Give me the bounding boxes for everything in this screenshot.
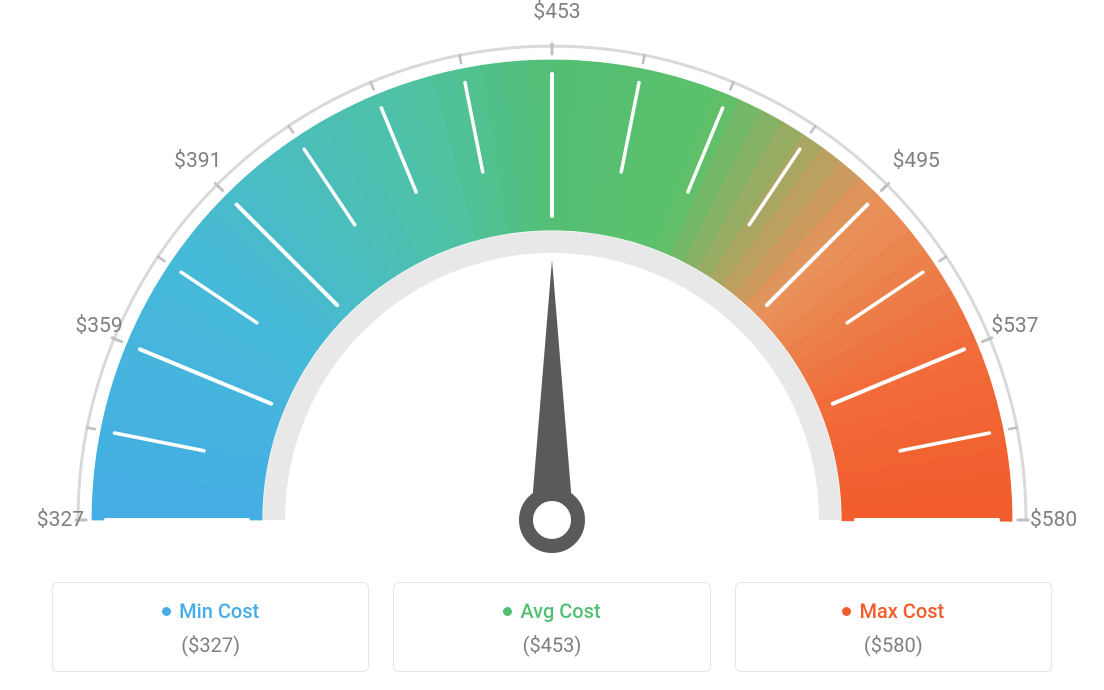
legend-max: Max Cost ($580) [735,582,1052,672]
legend-min-dot [162,607,171,616]
legend-min-value: ($327) [63,633,358,657]
gauge-tick-label: $327 [14,508,84,532]
legend-min-title: Min Cost [162,599,259,623]
legend-avg-value: ($453) [404,633,699,657]
gauge-tick-label: $495 [881,149,951,173]
gauge-tick-label: $359 [53,314,123,338]
legend-avg-dot [503,607,512,616]
legend-max-value: ($580) [746,633,1041,657]
legend-min-label: Min Cost [179,599,259,623]
legend-row: Min Cost ($327) Avg Cost ($453) Max Cost… [52,582,1052,672]
legend-max-dot [842,607,851,616]
gauge-tick-label: $453 [522,0,592,24]
gauge-svg [52,20,1052,580]
gauge-tick-label: $391 [163,149,233,173]
legend-min: Min Cost ($327) [52,582,369,672]
gauge-tick-label: $580 [1030,508,1100,532]
legend-avg-title: Avg Cost [503,599,600,623]
legend-avg-label: Avg Cost [520,599,600,623]
cost-gauge: $327$359$391$453$495$537$580 [52,20,1052,580]
gauge-tick-label: $537 [991,314,1061,338]
legend-max-title: Max Cost [842,599,944,623]
legend-avg: Avg Cost ($453) [393,582,710,672]
legend-max-label: Max Cost [859,599,944,623]
